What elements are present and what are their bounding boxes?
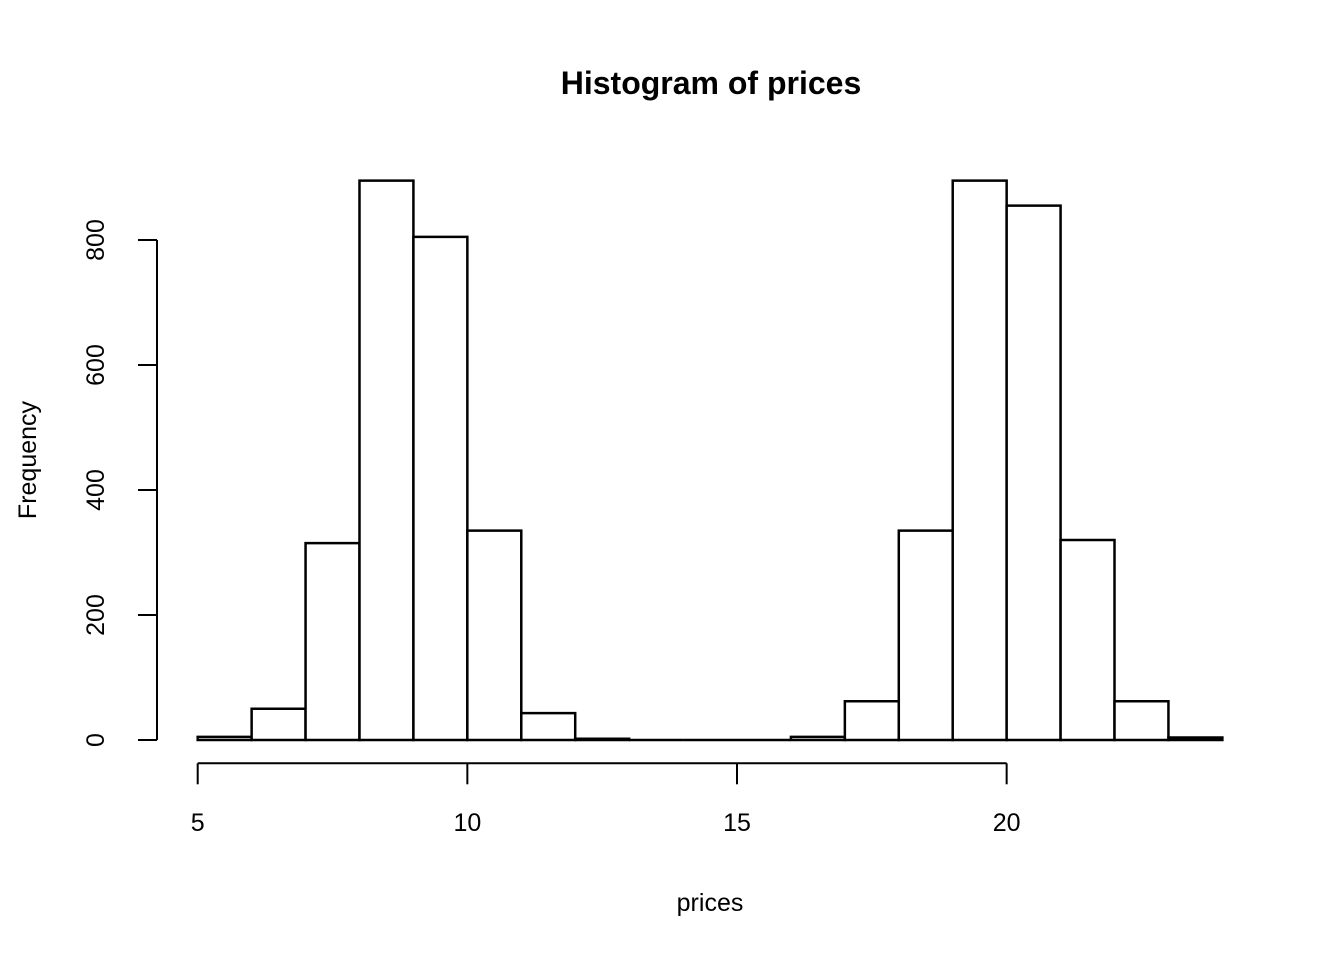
- histogram-bar: [951, 179, 1008, 742]
- y-tick-label: 800: [82, 219, 110, 261]
- histogram-bar: [843, 700, 901, 742]
- histogram-bar: [412, 235, 469, 742]
- histogram-bar: [196, 735, 253, 742]
- histogram-bar: [1113, 700, 1170, 742]
- histogram-bar: [1005, 204, 1062, 742]
- y-tick-label: 400: [82, 469, 110, 511]
- histogram-bar: [304, 541, 361, 742]
- histogram-bar: [250, 707, 307, 742]
- histogram-bar: [1167, 736, 1224, 742]
- x-tick-label: 15: [723, 809, 751, 837]
- histogram-bar: [789, 735, 847, 742]
- y-axis-label: Frequency: [14, 400, 42, 519]
- x-axis-label: prices: [677, 889, 744, 917]
- y-tick-label: 200: [82, 594, 110, 636]
- x-tick-label: 10: [453, 809, 481, 837]
- y-tick-label: 0: [82, 733, 110, 747]
- histogram-bar: [897, 529, 954, 742]
- histogram-bar: [1059, 538, 1116, 742]
- histogram-bar: [358, 179, 415, 742]
- bars-layer: [196, 179, 1224, 742]
- x-tick-label: 20: [993, 809, 1021, 837]
- histogram-bar: [573, 737, 631, 742]
- x-tick-label: 5: [191, 809, 205, 837]
- histogram-bar: [466, 529, 523, 742]
- histogram-bar: [520, 711, 577, 742]
- chart-title: Histogram of prices: [561, 65, 862, 101]
- y-tick-label: 600: [82, 344, 110, 386]
